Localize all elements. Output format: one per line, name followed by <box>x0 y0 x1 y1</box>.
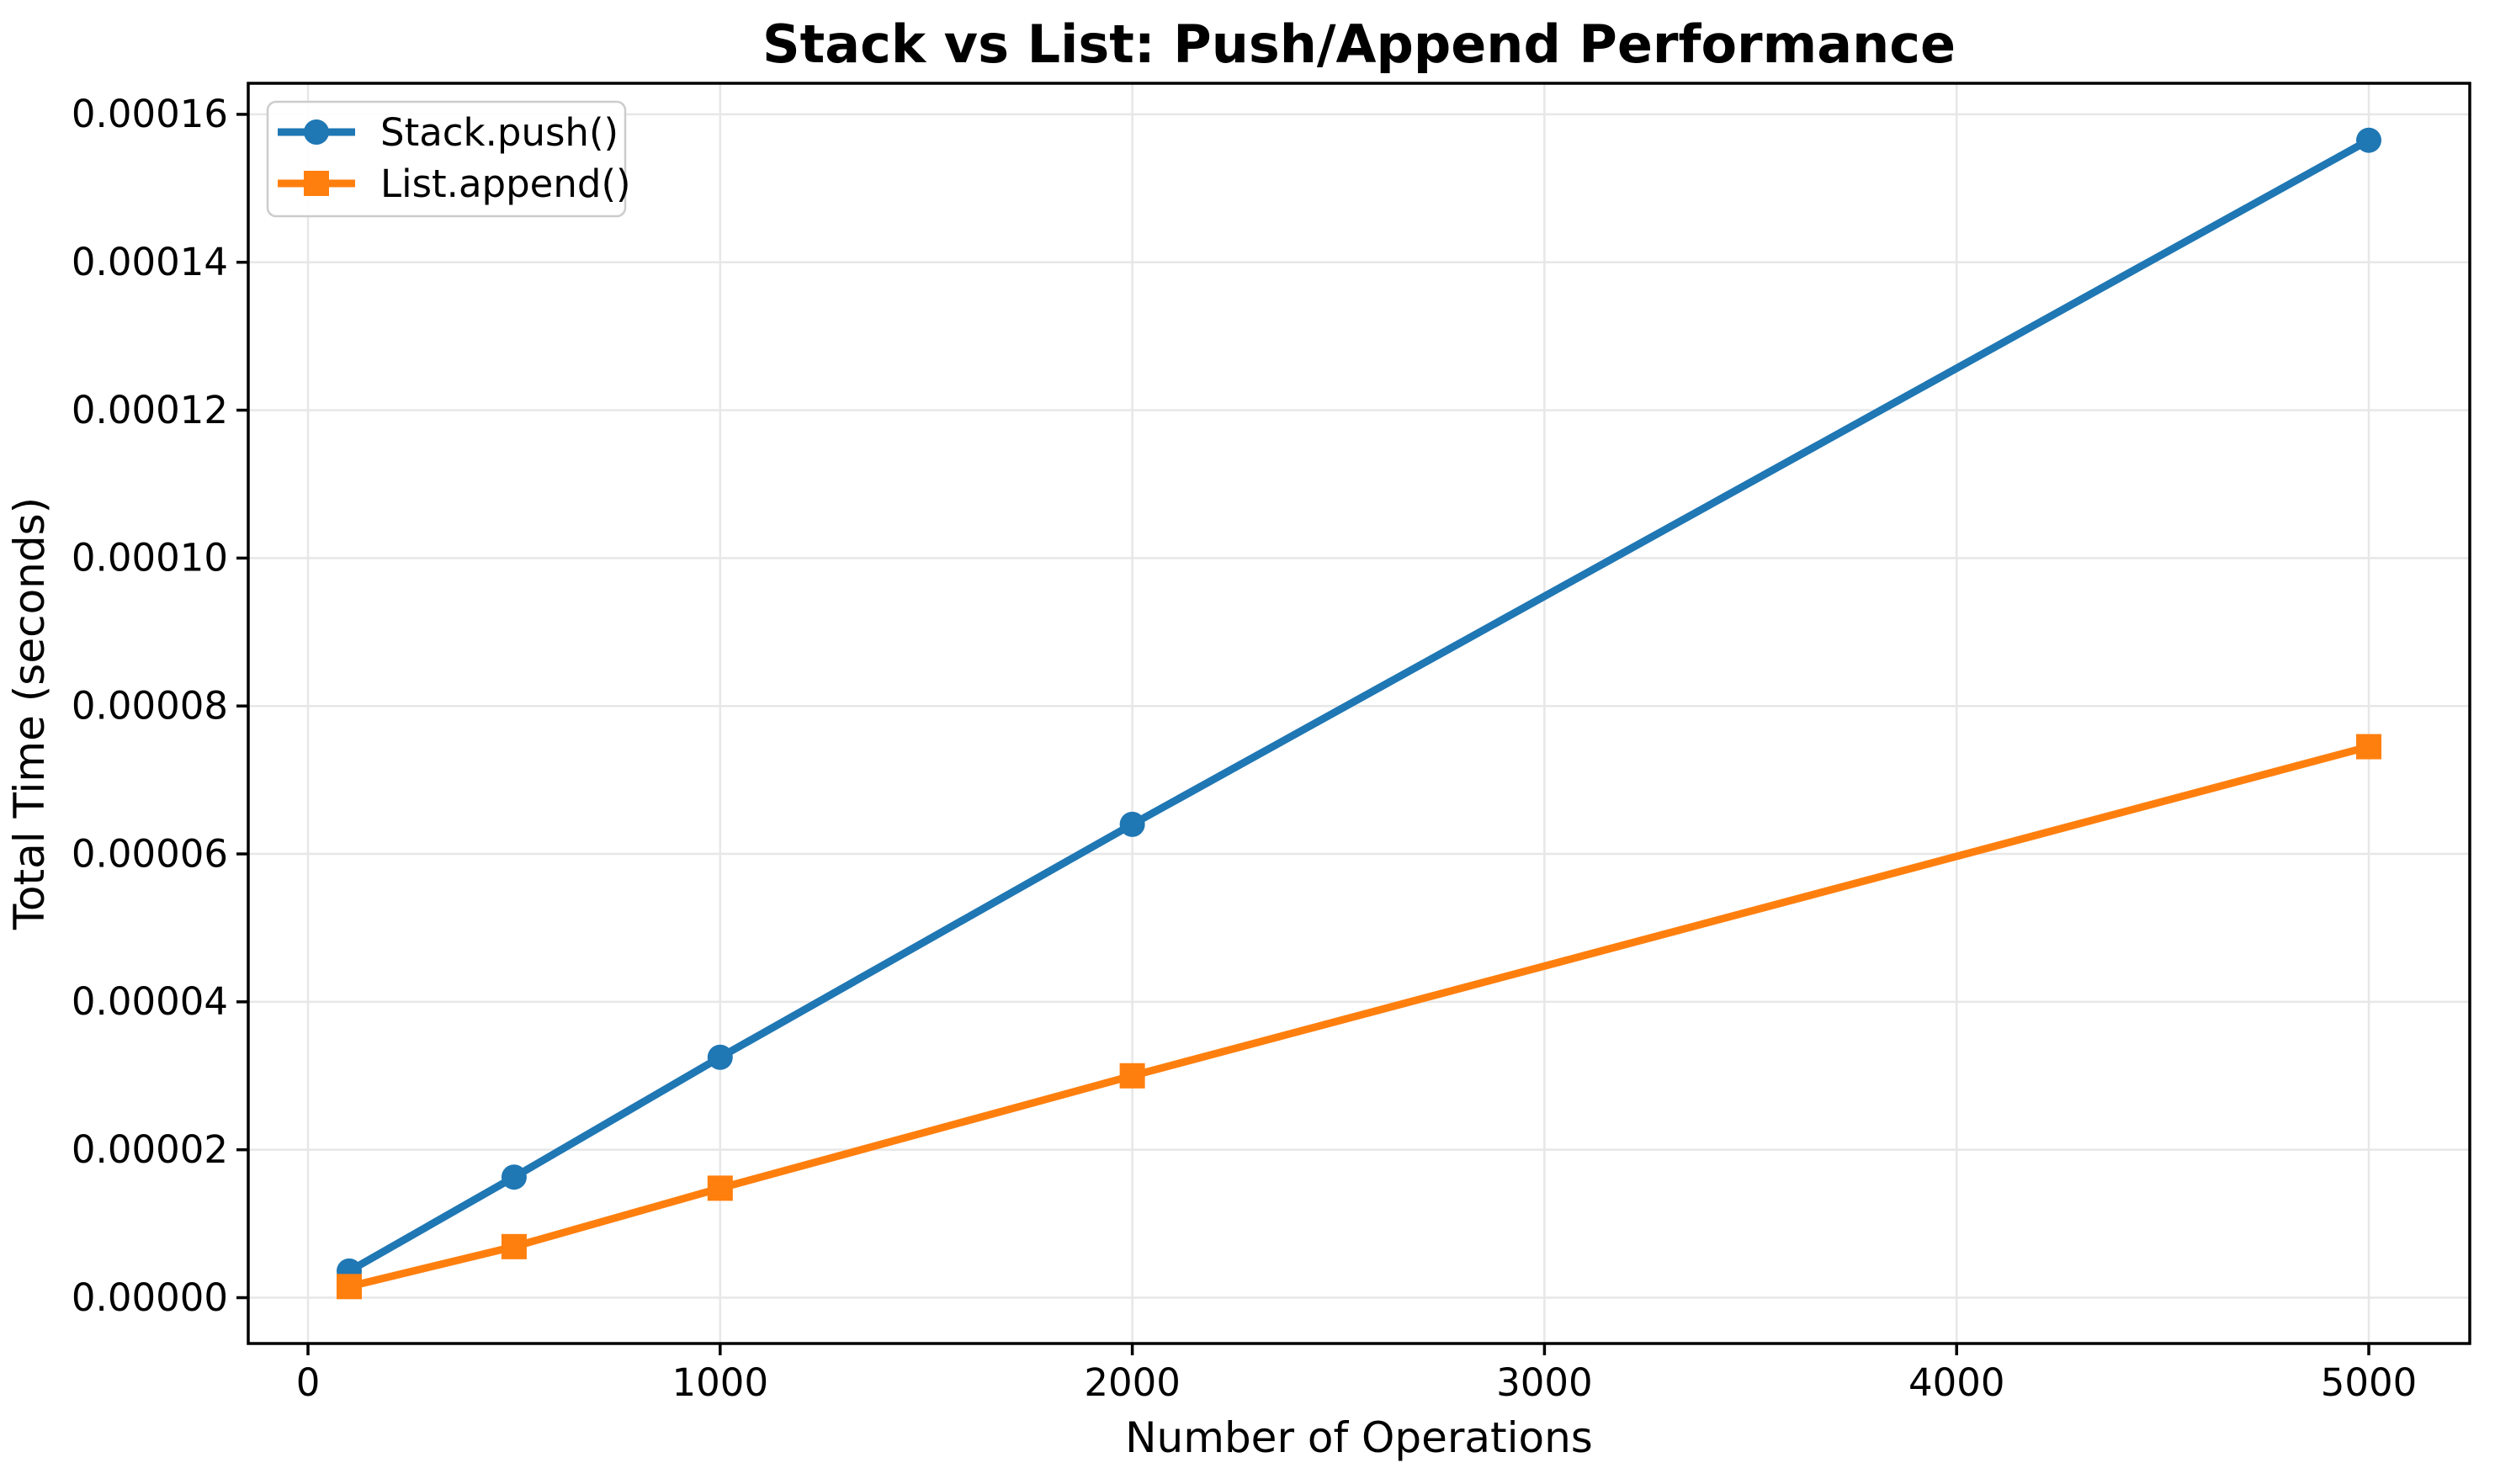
y-tick-label: 0.00006 <box>72 831 228 876</box>
y-tick-label: 0.00014 <box>72 240 228 284</box>
data-point-circle <box>501 1164 527 1190</box>
data-series <box>337 127 2381 1300</box>
data-point-circle <box>707 1044 733 1070</box>
y-tick-label: 0.00016 <box>72 92 228 136</box>
y-tick-label: 0.00000 <box>72 1275 228 1320</box>
data-point-square <box>1119 1063 1145 1089</box>
data-point-circle <box>1119 811 1145 837</box>
y-tick-label: 0.00002 <box>72 1127 228 1172</box>
y-axis-label: Total Time (seconds) <box>5 497 54 930</box>
axis-ticks: 0 1000 2000 3000 4000 5000 0.00000 0.00002 0.000… <box>72 92 2417 1405</box>
grid-lines <box>248 83 2470 1344</box>
data-point-square <box>707 1175 733 1201</box>
y-tick-label: 0.00004 <box>72 979 228 1024</box>
chart-legend: Stack.push() List.append() <box>266 100 631 218</box>
x-axis-label: Number of Operations <box>1125 1413 1593 1462</box>
y-tick-label: 0.00012 <box>72 388 228 432</box>
data-point-circle <box>2356 127 2381 153</box>
x-tick-label: 2000 <box>1084 1360 1181 1405</box>
x-tick-label: 1000 <box>672 1360 769 1405</box>
legend-item-label: List.append() <box>380 162 631 206</box>
x-tick-label: 0 <box>296 1360 321 1405</box>
y-tick-label: 0.00010 <box>72 536 228 580</box>
legend-item-label: Stack.push() <box>380 110 618 155</box>
legend-marker-square <box>304 171 329 196</box>
x-tick-label: 3000 <box>1496 1360 1593 1405</box>
x-tick-label: 4000 <box>1908 1360 2005 1405</box>
series-line <box>345 743 2373 1291</box>
data-point-square <box>2356 734 2381 760</box>
y-tick-label: 0.00008 <box>72 684 228 729</box>
legend-marker-circle <box>304 119 329 145</box>
x-tick-label: 5000 <box>2321 1360 2418 1405</box>
plot-border <box>247 82 2471 1345</box>
data-point-square <box>501 1233 527 1259</box>
data-point-square <box>337 1274 362 1300</box>
legend-box <box>266 100 627 218</box>
chart-title: Stack vs List: Push/Append Performance <box>762 13 1956 75</box>
axes-spines <box>247 82 2471 1345</box>
